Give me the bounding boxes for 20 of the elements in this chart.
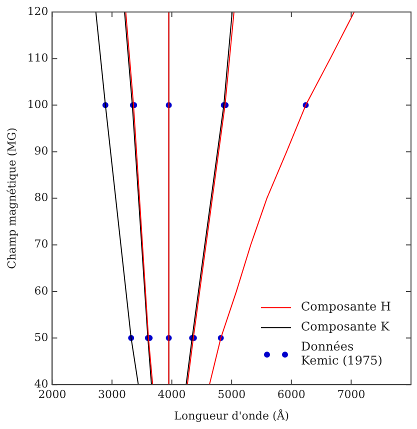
y-tick-label: 80 <box>34 191 48 204</box>
x-tick-label: 3000 <box>98 388 126 402</box>
y-tick-label: 110 <box>27 51 48 64</box>
y-axis-title: Champ magnétique (MG) <box>5 128 18 269</box>
x-axis-title: Longueur d'onde (Å) <box>174 408 290 422</box>
y-tick-label: 70 <box>34 238 48 251</box>
y-tick-label: 50 <box>34 330 48 344</box>
legend-label: Composante K <box>301 320 390 334</box>
x-tick-label: 7000 <box>337 388 366 402</box>
y-tick-label: 100 <box>27 98 48 112</box>
y-tick-label: 60 <box>34 284 48 298</box>
x-tick-label: 2000 <box>38 388 66 402</box>
x-tick-label: 4000 <box>158 388 186 402</box>
y-tick-label: 120 <box>27 4 48 18</box>
legend-label: Données Kemic (1975) <box>301 340 382 368</box>
y-tick-label: 90 <box>34 144 48 158</box>
legend-label: Composante H <box>301 300 391 314</box>
y-tick-label: 40 <box>34 377 48 390</box>
x-tick-label: 5000 <box>218 388 246 402</box>
x-tick-label: 6000 <box>277 388 306 402</box>
